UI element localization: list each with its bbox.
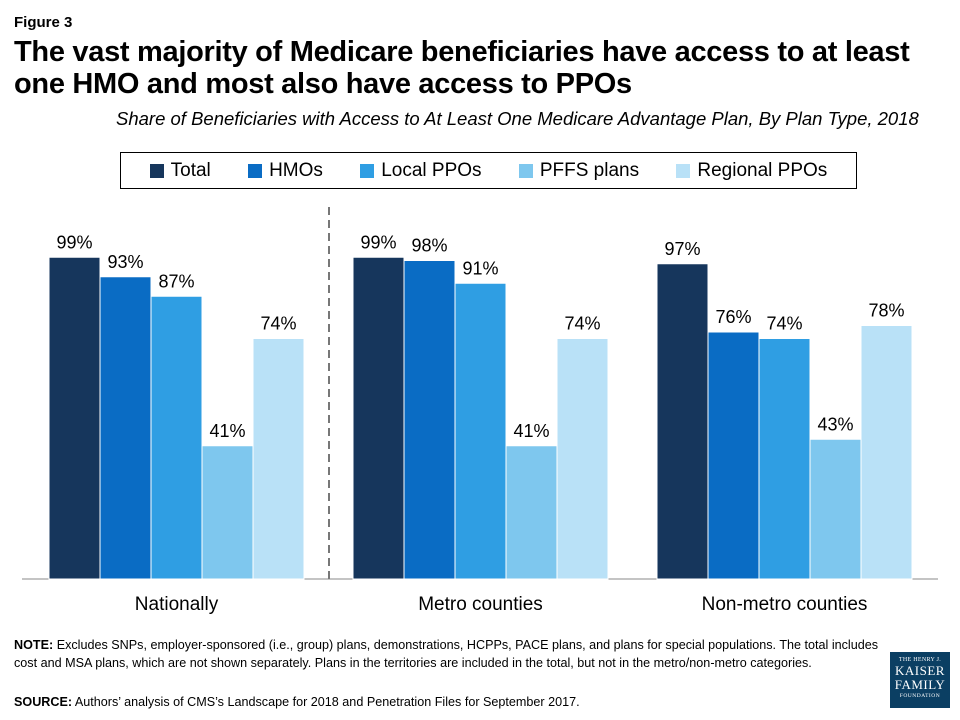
legend-item-regional-ppos: Regional PPOs — [676, 160, 827, 182]
logo-line-4: FOUNDATION — [899, 693, 941, 699]
legend-label-local-ppos: Local PPOs — [381, 159, 482, 181]
legend-item-total: Total — [149, 159, 211, 182]
bar-hmos-nationally — [99, 276, 152, 580]
figure-label: Figure 3 — [14, 14, 73, 31]
legend-label-total: Total — [170, 159, 211, 181]
data-label-local-ppos-metro-counties: 91% — [462, 258, 498, 278]
category-label-non-metro-counties: Non-metro counties — [702, 594, 868, 615]
note: NOTE: Excludes SNPs, employer-sponsored … — [14, 637, 894, 672]
bar-local-ppos-nationally — [150, 295, 203, 580]
data-label-total-non-metro-counties: 97% — [664, 239, 700, 259]
bar-local-ppos-metro-counties — [454, 282, 507, 580]
bar-regional-ppos-metro-counties — [556, 338, 609, 580]
bar-total-nationally — [48, 256, 101, 580]
data-label-pffs-plans-non-metro-counties: 43% — [817, 414, 853, 434]
data-label-pffs-plans-nationally: 41% — [209, 421, 245, 441]
logo-line-2: KAISER — [895, 663, 945, 678]
legend-swatch-pffs-plans — [518, 163, 533, 178]
data-label-local-ppos-non-metro-counties: 74% — [766, 314, 802, 334]
chart-title: The vast majority of Medicare beneficiar… — [14, 36, 910, 100]
legend-label-hmos: HMOs — [269, 159, 323, 181]
bar-regional-ppos-non-metro-counties — [860, 325, 913, 580]
source: SOURCE: Authors’ analysis of CMS’s Lands… — [14, 695, 580, 709]
legend-item-local-ppos: Local PPOs — [360, 159, 482, 182]
category-label-metro-counties: Metro counties — [418, 594, 543, 615]
legend-label-regional-ppos: Regional PPOs — [697, 159, 828, 181]
data-label-regional-ppos-metro-counties: 74% — [564, 314, 600, 334]
legend-swatch-total — [149, 163, 164, 178]
bar-local-ppos-non-metro-counties — [758, 338, 811, 580]
data-label-hmos-metro-counties: 98% — [411, 236, 447, 256]
bar-chart: 99% 93% 87% 41% 74% Nationally 99% 98% 91% 41% 74%… — [22, 207, 938, 615]
data-label-pffs-plans-metro-counties: 41% — [513, 421, 549, 441]
data-label-local-ppos-nationally: 87% — [158, 271, 194, 291]
source-text: Authors’ analysis of CMS’s Landscape for… — [74, 695, 580, 709]
data-label-regional-ppos-non-metro-counties: 78% — [868, 301, 904, 321]
source-label: SOURCE: — [14, 695, 73, 709]
data-label-hmos-non-metro-counties: 76% — [715, 307, 751, 327]
kff-logo: THE HENRY J. KAISER FAMILY FOUNDATION — [890, 652, 950, 708]
legend-swatch-local-ppos — [360, 163, 375, 178]
logo-line-3: FAMILY — [894, 677, 946, 692]
category-label-nationally: Nationally — [135, 594, 219, 615]
legend-item-pffs-plans: PFFS plans — [518, 159, 640, 182]
logo-line-1: THE HENRY J. — [898, 657, 942, 663]
bar-pffs-plans-non-metro-counties — [809, 438, 862, 580]
chart-subtitle: Share of Beneficiaries with Access to At… — [116, 108, 919, 129]
data-label-regional-ppos-nationally: 74% — [260, 314, 296, 334]
data-label-hmos-nationally: 93% — [107, 252, 143, 272]
legend-swatch-regional-ppos — [676, 163, 691, 178]
legend-swatch-hmos — [248, 163, 263, 178]
legend-item-hmos: HMOs — [248, 160, 323, 182]
bar-hmos-metro-counties — [403, 260, 456, 580]
bar-total-metro-counties — [352, 256, 405, 580]
bar-pffs-plans-metro-counties — [505, 445, 558, 580]
bar-hmos-non-metro-counties — [707, 331, 760, 580]
bar-total-non-metro-counties — [656, 263, 709, 580]
legend-label-pffs-plans: PFFS plans — [539, 159, 640, 181]
note-label: NOTE: — [14, 638, 54, 652]
note-text: Excludes SNPs, employer-sponsored (i.e.,… — [14, 638, 879, 670]
bar-regional-ppos-nationally — [252, 338, 305, 580]
bar-pffs-plans-nationally — [201, 445, 254, 580]
data-label-total-nationally: 99% — [56, 232, 92, 252]
chart-legend: Total HMOs Local PPOs PFFS plans Regiona… — [120, 152, 857, 189]
data-label-total-metro-counties: 99% — [360, 232, 396, 252]
